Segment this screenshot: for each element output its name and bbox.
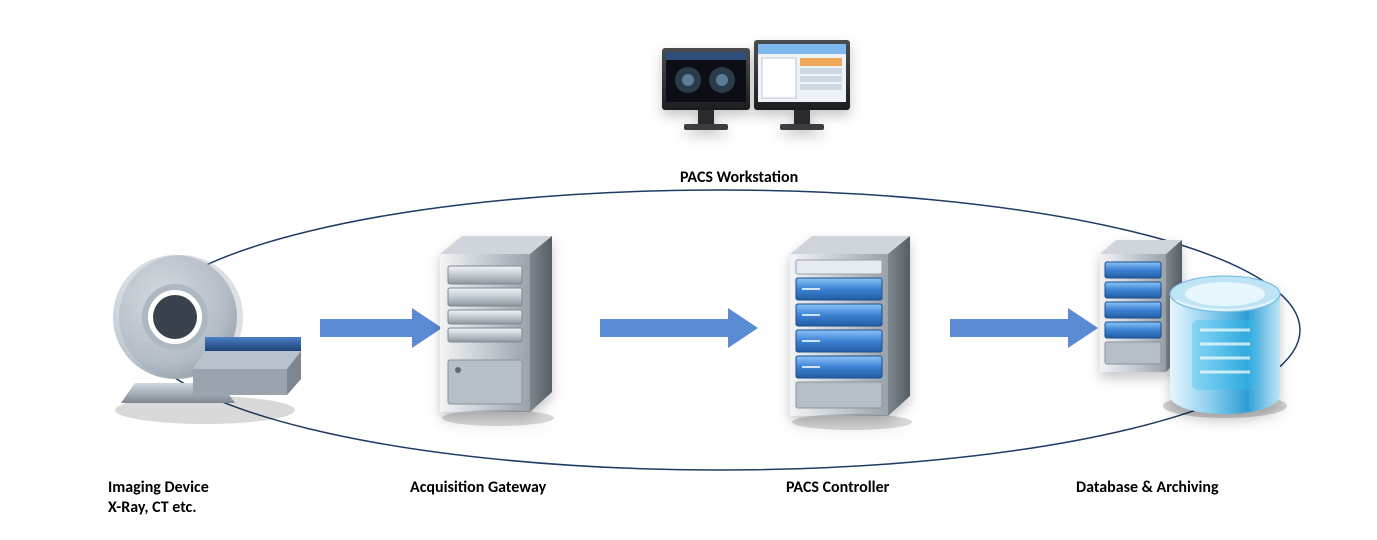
gateway-label: Acquisition Gateway bbox=[410, 478, 546, 498]
gateway-server-icon bbox=[440, 236, 554, 426]
arrow-2 bbox=[600, 308, 758, 348]
arrow-3 bbox=[950, 308, 1098, 348]
database-label: Database & Archiving bbox=[1076, 478, 1219, 498]
arrow-1 bbox=[320, 308, 442, 348]
database-icon bbox=[1100, 240, 1287, 418]
ct-scanner-icon bbox=[113, 255, 301, 424]
controller-server-icon bbox=[790, 236, 912, 430]
diagram-canvas bbox=[0, 0, 1377, 540]
imaging-device-label: Imaging Device X-Ray, CT etc. bbox=[108, 478, 209, 518]
workstation-label: PACS Workstation bbox=[680, 168, 798, 188]
workstation-icon bbox=[662, 40, 850, 130]
controller-label: PACS Controller bbox=[786, 478, 889, 498]
